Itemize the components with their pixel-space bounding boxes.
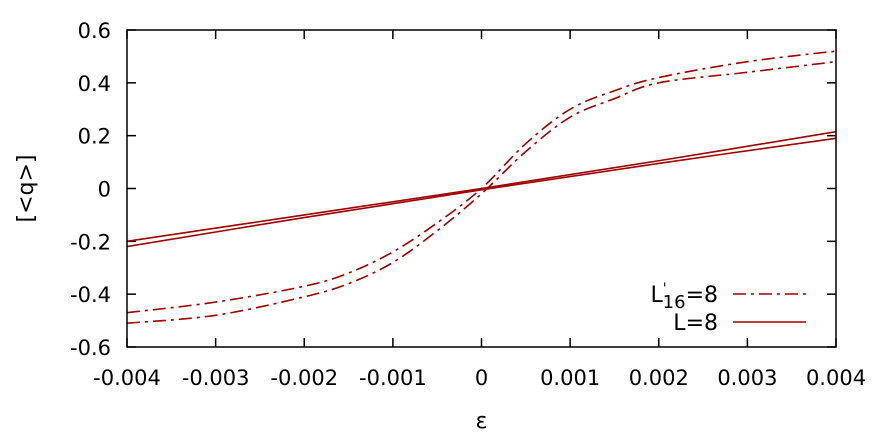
x-tick-label: -0.003 [182,366,250,390]
x-tick-label: 0.004 [806,366,866,390]
series-layer [126,50,837,325]
x-tick-label: -0.001 [359,366,427,390]
series-line-l16prime-lower [126,60,837,325]
y-tick-label: 0.2 [78,125,111,149]
legend-label: L=8 [673,311,718,336]
plot-frame [126,29,837,348]
x-tick-label: -0.004 [93,366,161,390]
y-tick-label: -0.2 [70,230,111,254]
y-tick-label: 0.4 [78,72,111,96]
y-axis-label: [<q>] [14,155,39,223]
y-tick-label: -0.4 [70,283,111,307]
series-line-l8-upper [126,130,837,243]
series-line-l8-lower [126,137,837,248]
x-tick-labels: -0.004 -0.003 -0.002 -0.001 0 0.001 0.002 0.003… [93,366,866,390]
x-tick-label: 0.003 [717,366,777,390]
legend-label: L' 16=8 [651,281,718,313]
legend: L' 16=8L=8 [651,281,806,336]
x-tick-label: -0.002 [270,366,338,390]
series-line-l16prime-upper [126,50,837,314]
x-tick-label: 0.001 [540,366,600,390]
y-tick-label: 0.6 [78,19,111,43]
x-tick-label: 0.002 [629,366,689,390]
y-tick-labels: 0.6 0.4 0.2 0 -0.2 -0.4 -0.6 [70,19,111,360]
y-tick-label: -0.6 [70,336,111,360]
x-tick-label: 0 [475,366,488,390]
y-tick-label: 0 [98,178,111,202]
x-axis-label: ε [476,409,488,434]
